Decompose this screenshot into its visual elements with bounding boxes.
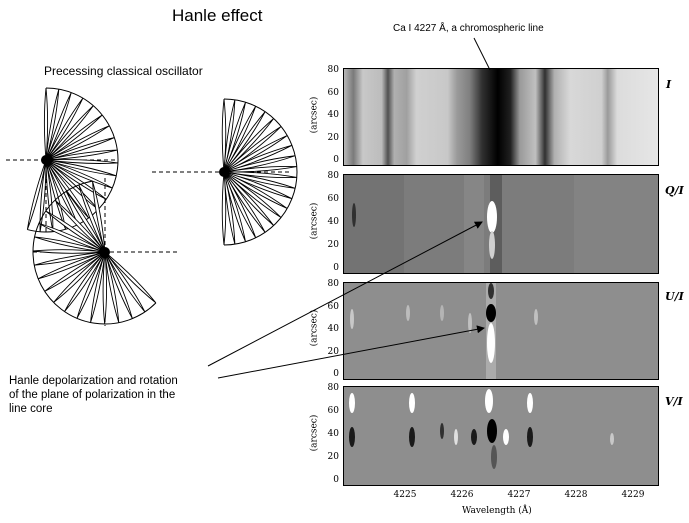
y-tick: 20 [327, 132, 339, 143]
oscillator-label: Precessing classical oscillator [44, 64, 203, 78]
y-tick: 0 [333, 369, 339, 379]
y-tick: 60 [327, 87, 339, 98]
panel-2-label: Q/I [665, 184, 684, 197]
page-title: Hanle effect [172, 6, 263, 25]
x-tick-2: 4226 [450, 490, 474, 500]
hanle-annotation-line-3: line core [9, 403, 53, 415]
y-tick: 20 [327, 346, 339, 357]
x-tick-4: 4228 [564, 490, 588, 500]
arrow-to-q [207, 221, 483, 367]
x-axis-label: Wavelength (Å) [462, 506, 532, 516]
x-tick-3: 4227 [507, 490, 531, 500]
y-tick: 20 [327, 240, 339, 250]
oscillator-2 [32, 178, 178, 326]
v-over-i-image [344, 387, 658, 485]
panel-1-label: I [666, 78, 672, 91]
line-annotation: Ca I 4227 Å, a chromospheric line [393, 23, 544, 34]
line-pointer [473, 37, 491, 71]
x-tick-5: 4229 [621, 490, 645, 500]
y-tick: 20 [327, 452, 339, 462]
panel-q-over-i [343, 174, 659, 274]
hanle-annotation: Hanle depolarization and rotation of the… [9, 374, 229, 416]
y-tick: 60 [327, 194, 339, 204]
panel-u-over-i [343, 282, 659, 380]
q-over-i-image [344, 175, 658, 273]
panel-3-label: U/I [665, 290, 684, 303]
panel-intensity [343, 68, 659, 166]
panel-4-label: V/I [665, 395, 683, 408]
y-tick: 60 [327, 406, 339, 416]
arrow-to-u [217, 325, 485, 379]
hanle-annotation-line-1: Hanle depolarization and rotation [9, 375, 178, 387]
u-over-i-image [344, 283, 658, 379]
hanle-annotation-line-2: of the plane of polarization in the [9, 389, 176, 401]
intensity-image [344, 69, 658, 165]
y-tick: 80 [327, 279, 339, 289]
y-tick: 0 [333, 155, 339, 165]
panel-v-over-i [343, 386, 659, 486]
y-tick: 80 [327, 171, 339, 181]
oscillator-diagrams [6, 87, 298, 326]
y-tick: 60 [327, 301, 339, 312]
x-tick-1: 4225 [393, 490, 417, 500]
y-tick: 80 [327, 65, 339, 75]
y-tick: 40 [327, 429, 339, 439]
y-tick: 40 [327, 110, 339, 120]
y-tick: 80 [327, 383, 339, 393]
y-tick: 0 [333, 475, 339, 485]
y-tick: 40 [327, 217, 339, 227]
oscillator-3 [152, 98, 298, 246]
y-tick: 0 [333, 263, 339, 273]
y-tick: 40 [327, 324, 339, 334]
